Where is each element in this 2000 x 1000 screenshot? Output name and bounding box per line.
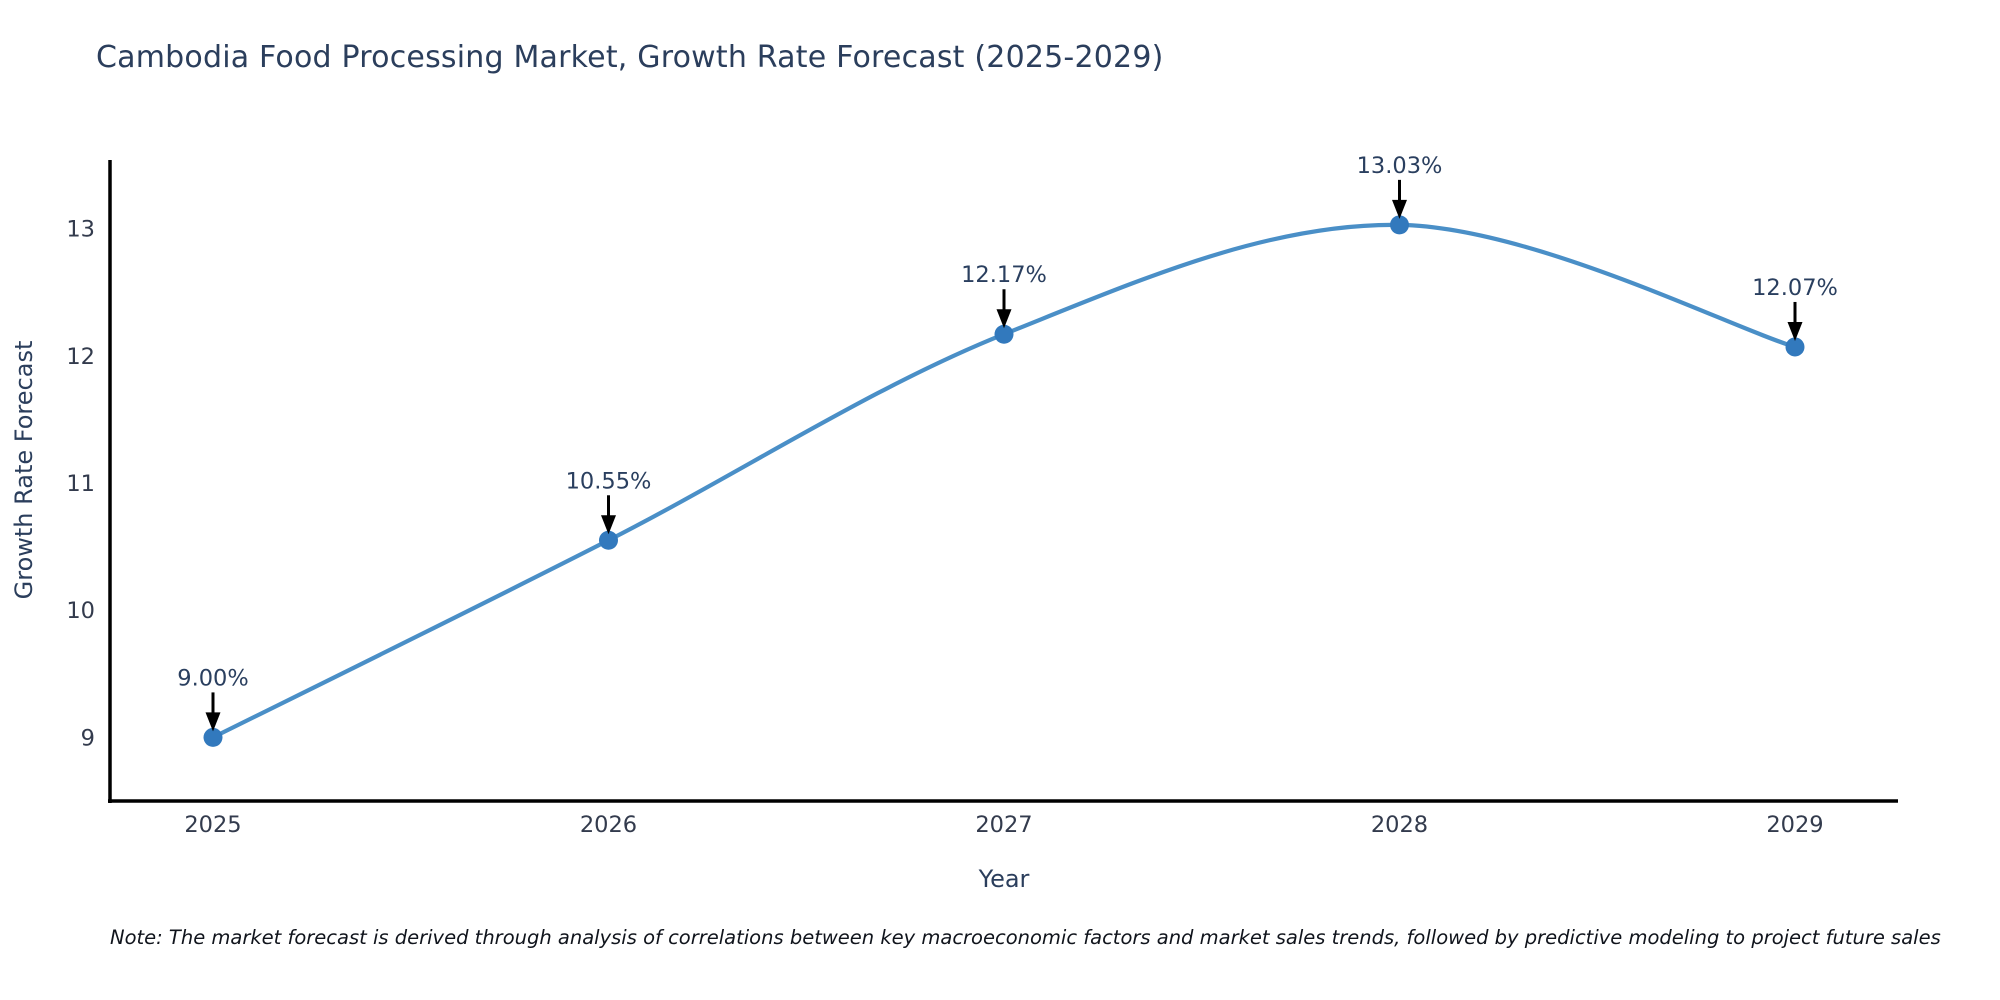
data-point: [994, 324, 1014, 344]
data-point-label: 9.00%: [177, 665, 248, 691]
x-tick-label: 2027: [975, 812, 1032, 838]
y-tick-label: 11: [66, 471, 95, 497]
data-point-label: 12.17%: [961, 262, 1047, 288]
annotation-arrow-head: [205, 712, 221, 732]
y-tick-label: 10: [66, 598, 95, 624]
data-point: [599, 530, 618, 550]
data-point-label: 13.03%: [1357, 153, 1443, 179]
x-tick-label: 2026: [580, 812, 637, 838]
x-axis-title: Year: [978, 865, 1030, 893]
data-point: [1390, 215, 1409, 235]
data-point-label: 12.07%: [1752, 275, 1838, 301]
data-point: [203, 727, 223, 747]
data-point: [1785, 337, 1805, 357]
x-tick-label: 2029: [1766, 812, 1823, 838]
chart-title: Cambodia Food Processing Market, Growth …: [96, 40, 1164, 75]
x-tick-label: 2028: [1371, 812, 1428, 838]
data-point-label: 10.55%: [566, 468, 652, 494]
y-axis-title: Growth Rate Forecast: [10, 341, 38, 600]
annotation-arrow-head: [996, 309, 1012, 329]
chart-footnote: Note: The market forecast is derived thr…: [110, 926, 1941, 949]
y-tick-label: 9: [81, 725, 95, 751]
x-tick-label: 2025: [184, 812, 241, 838]
annotation-arrow-head: [1392, 199, 1407, 219]
annotation-arrow-head: [1787, 321, 1803, 341]
y-tick-label: 12: [66, 344, 95, 370]
y-tick-label: 13: [66, 217, 95, 243]
annotation-arrow-head: [601, 515, 616, 535]
